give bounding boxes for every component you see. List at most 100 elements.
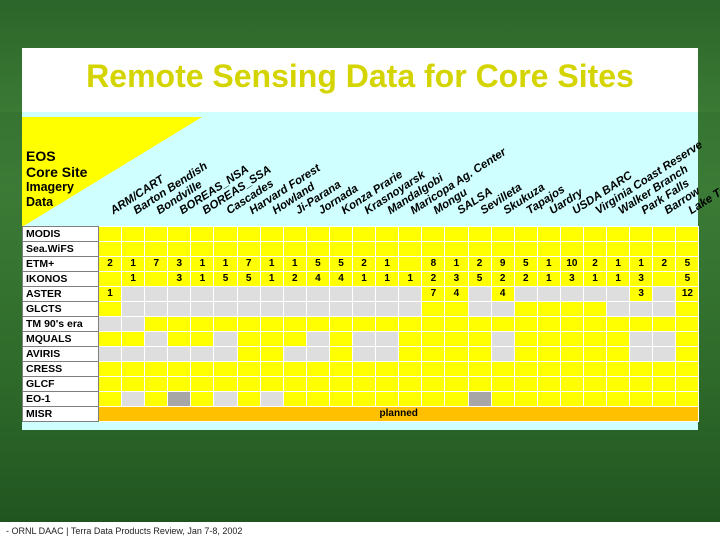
table-cell: 2 bbox=[352, 256, 377, 272]
table-cell bbox=[421, 376, 446, 392]
table-cell bbox=[213, 361, 238, 377]
table-cell bbox=[97, 316, 123, 332]
table-cell bbox=[375, 286, 400, 302]
table-cell: 2 bbox=[282, 271, 307, 287]
table-cell: 2 bbox=[97, 256, 123, 272]
table-cell bbox=[559, 376, 584, 392]
table-cell bbox=[582, 361, 608, 377]
table-cell bbox=[352, 241, 377, 257]
table-row: AVIRIS bbox=[22, 346, 700, 362]
table-cell: 5 bbox=[467, 271, 492, 287]
table-cell: 5 bbox=[675, 271, 700, 287]
table-cell bbox=[652, 316, 677, 332]
table-cell bbox=[352, 226, 377, 242]
table-cell bbox=[144, 271, 169, 287]
table-cell bbox=[375, 331, 400, 347]
footer-text: - ORNL DAAC | Terra Data Products Review… bbox=[6, 526, 243, 536]
table-cell: 12 bbox=[675, 286, 700, 302]
table-cell bbox=[536, 346, 561, 362]
table-cell bbox=[144, 301, 169, 317]
table-cell: 3 bbox=[167, 256, 192, 272]
table-cell bbox=[606, 241, 631, 257]
table-cell bbox=[582, 286, 608, 302]
table-cell bbox=[167, 286, 192, 302]
table-cell bbox=[652, 346, 677, 362]
table-cell bbox=[121, 346, 146, 362]
table-cell bbox=[305, 301, 330, 317]
imagery-table: MODIS Sea.WiFS ETM+ 2 1 7 3 1 1 7 1 1 5 5 2 1 8 1 2 9 5 1 10 2 1… bbox=[22, 226, 700, 422]
table-cell bbox=[675, 361, 700, 377]
table-cell bbox=[444, 316, 469, 332]
table-cell bbox=[213, 226, 238, 242]
table-cell bbox=[582, 316, 608, 332]
table-cell bbox=[352, 331, 377, 347]
table-cell bbox=[398, 286, 423, 302]
table-cell bbox=[606, 301, 631, 317]
table-cell bbox=[467, 226, 492, 242]
table-cell bbox=[213, 331, 238, 347]
header-line-data: Data bbox=[26, 195, 54, 209]
table-cell: 2 bbox=[513, 271, 538, 287]
table-cell bbox=[305, 361, 330, 377]
table-cell: 1 bbox=[97, 286, 123, 302]
table-cell bbox=[490, 376, 515, 392]
table-cell: 1 bbox=[352, 271, 377, 287]
table-cell bbox=[444, 376, 469, 392]
table-cell bbox=[259, 301, 284, 317]
slide-title: Remote Sensing Data for Core Sites bbox=[86, 58, 634, 94]
table-cell bbox=[190, 301, 215, 317]
table-cell bbox=[167, 376, 192, 392]
table-cell bbox=[213, 391, 238, 407]
table-cell bbox=[467, 361, 492, 377]
table-cell bbox=[513, 226, 538, 242]
table-cell bbox=[328, 286, 354, 302]
table-cell bbox=[398, 331, 423, 347]
table-cell bbox=[652, 241, 677, 257]
table-cell bbox=[282, 376, 307, 392]
table-cell bbox=[421, 391, 446, 407]
table-cell bbox=[97, 226, 123, 242]
row-label: EO-1 bbox=[22, 391, 99, 407]
table-cell bbox=[97, 391, 123, 407]
table-cell bbox=[305, 226, 330, 242]
table-cell bbox=[629, 241, 654, 257]
table-cell bbox=[490, 346, 515, 362]
table-cell bbox=[305, 241, 330, 257]
table-cell bbox=[121, 226, 146, 242]
table-cell bbox=[398, 226, 423, 242]
table-row: ASTER 1 7 4 4 3 12 bbox=[22, 286, 700, 302]
table-cell bbox=[236, 316, 261, 332]
table-cell bbox=[490, 241, 515, 257]
table-cell bbox=[375, 241, 400, 257]
table-cell: 1 bbox=[259, 256, 284, 272]
table-cell bbox=[421, 316, 446, 332]
table-cell bbox=[421, 301, 446, 317]
table-cell bbox=[236, 391, 261, 407]
table-cell bbox=[675, 346, 700, 362]
table-cell bbox=[606, 286, 631, 302]
table-cell bbox=[444, 241, 469, 257]
table-cell bbox=[144, 331, 169, 347]
table-cell bbox=[282, 316, 307, 332]
table-cell bbox=[190, 391, 215, 407]
table-cell bbox=[490, 391, 515, 407]
table-cell: 1 bbox=[444, 256, 469, 272]
table-cell bbox=[259, 331, 284, 347]
table-cell bbox=[167, 346, 192, 362]
table-cell bbox=[675, 331, 700, 347]
table-cell bbox=[467, 331, 492, 347]
table-cell bbox=[375, 391, 400, 407]
table-cell bbox=[259, 316, 284, 332]
table-cell bbox=[398, 241, 423, 257]
table-cell bbox=[282, 361, 307, 377]
table-row: GLCF bbox=[22, 376, 700, 392]
table-cell bbox=[328, 301, 354, 317]
table-cell bbox=[582, 226, 608, 242]
table-cell bbox=[352, 316, 377, 332]
table-cell bbox=[490, 361, 515, 377]
table-cell bbox=[167, 301, 192, 317]
table-cell bbox=[467, 301, 492, 317]
table-cell: 8 bbox=[421, 256, 446, 272]
table-cell bbox=[352, 286, 377, 302]
table-cell bbox=[144, 391, 169, 407]
